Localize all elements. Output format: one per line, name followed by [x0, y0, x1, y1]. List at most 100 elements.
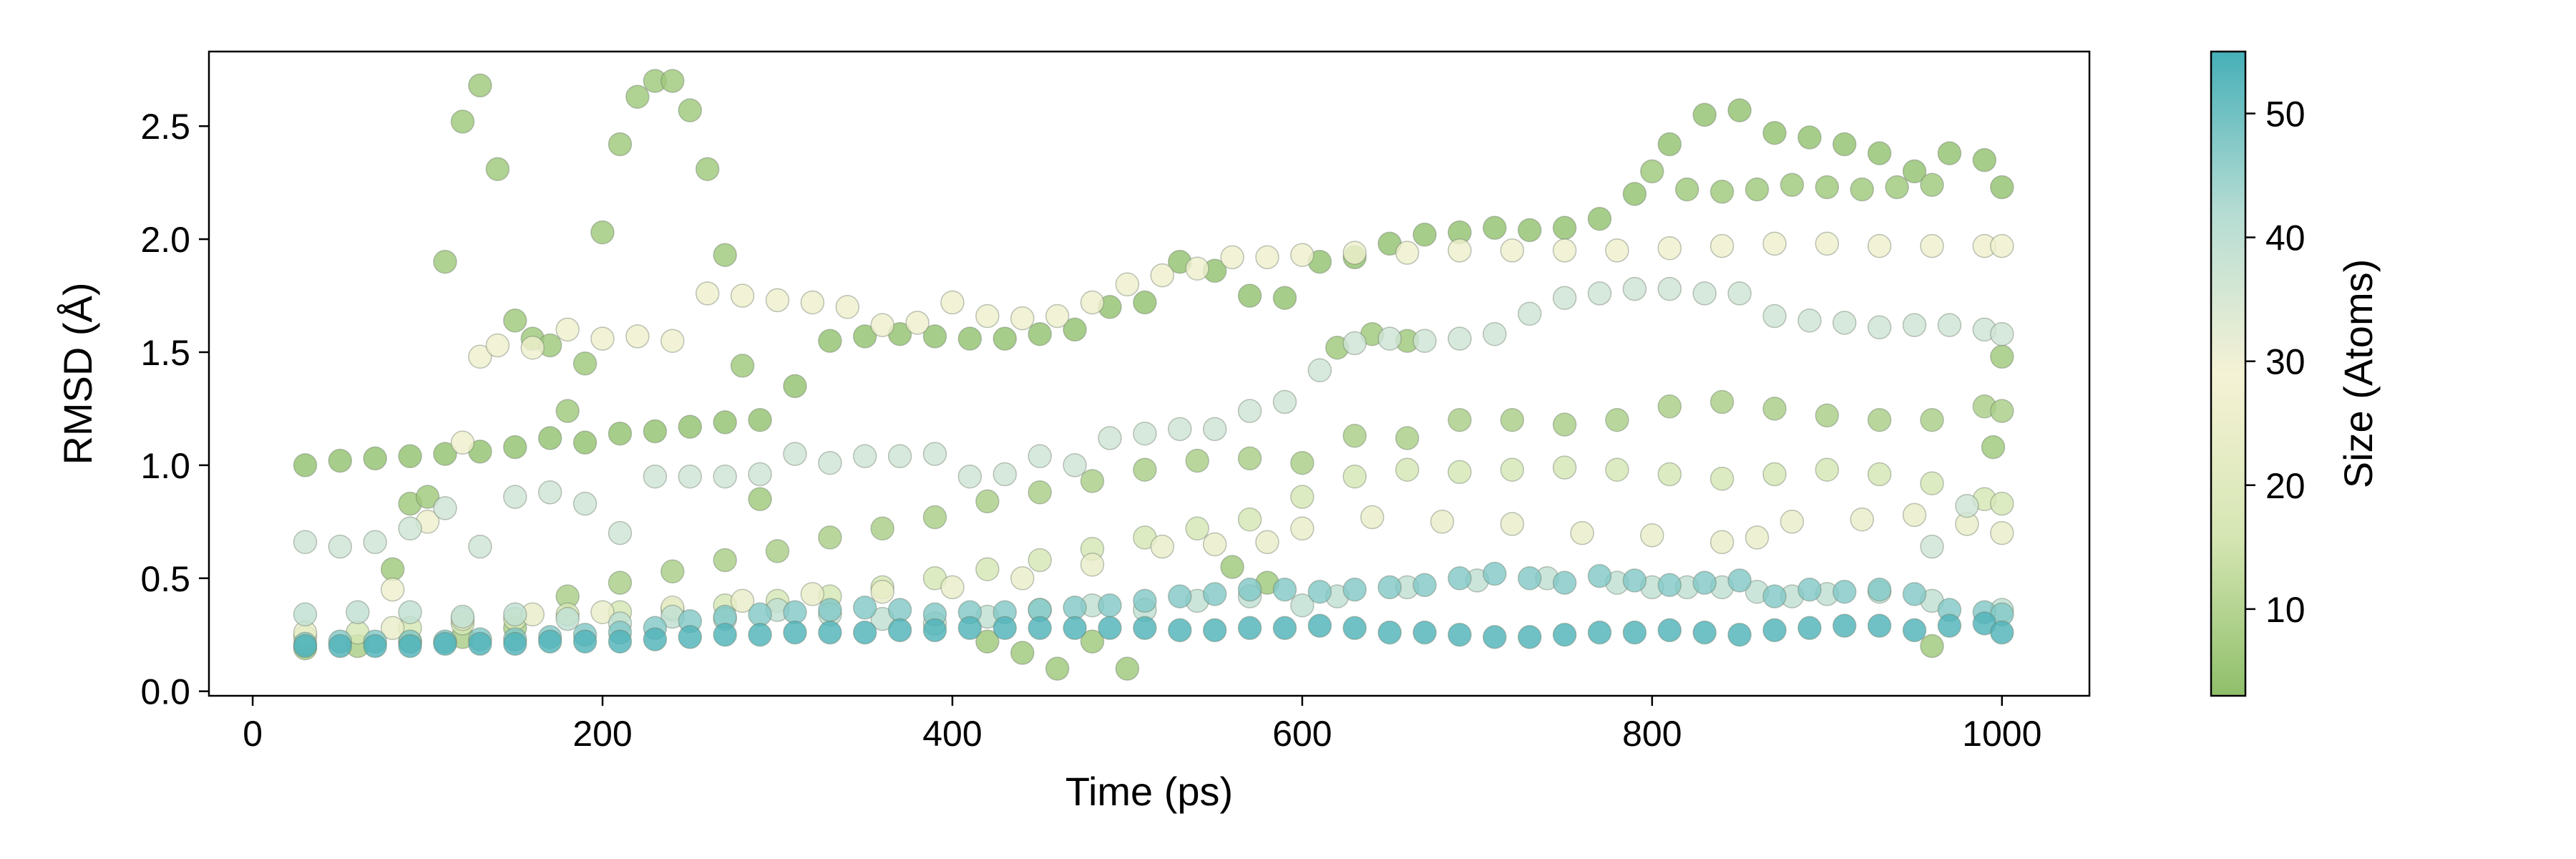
data-point-s2-21: [1395, 426, 1420, 450]
colorbar-tick-label-1: 20: [2265, 466, 2306, 506]
y-tick-label-4: 2.0: [140, 220, 190, 260]
data-point-s0-14: [783, 374, 807, 399]
data-point-s5-34: [1657, 236, 1682, 261]
data-point-s7-8: [572, 491, 597, 516]
data-point-s9-37: [1587, 563, 1612, 588]
data-point-s9-15: [818, 598, 842, 622]
data-point-s0-13: [748, 407, 772, 432]
data-point-s5-0: [380, 577, 405, 602]
data-point-s4-14: [1028, 548, 1052, 573]
data-point-s10-43: [1797, 616, 1822, 641]
data-point-s7-41: [1727, 281, 1752, 306]
data-point-s0-40: [1692, 102, 1717, 127]
data-point-s6-15: [1290, 516, 1314, 541]
data-point-s6-11: [1080, 553, 1105, 577]
data-point-s2-7: [660, 559, 685, 584]
y-tick-label-3: 1.5: [140, 333, 190, 373]
data-point-s7-37: [1587, 281, 1612, 306]
data-point-s4-26: [1657, 462, 1682, 487]
data-point-s2-27: [1709, 389, 1735, 414]
data-point-s10-31: [1377, 620, 1402, 645]
data-point-s0-20: [992, 326, 1018, 351]
data-point-s0-35: [1517, 218, 1542, 243]
data-point-s9-27: [1237, 577, 1262, 602]
data-point-s0-2: [363, 446, 387, 471]
data-point-s4-18: [1237, 507, 1262, 532]
data-point-s5-35: [1709, 233, 1735, 258]
data-point-s5-39: [1920, 233, 1944, 258]
data-point-s2-12: [922, 505, 947, 530]
data-point-s1-3: [485, 157, 510, 181]
data-point-s1-14: [678, 98, 703, 122]
data-point-s10-37: [1587, 620, 1612, 645]
data-point-s6-27: [1990, 520, 2014, 545]
data-point-s2-22: [1448, 407, 1472, 432]
data-point-s7-0: [293, 530, 318, 555]
data-point-s0-9: [608, 421, 633, 446]
data-point-s0-8: [572, 430, 597, 455]
data-point-s2-20: [1342, 424, 1367, 448]
data-point-s8-3: [450, 604, 475, 629]
data-point-s5-3: [468, 344, 492, 369]
colorbar-tick-label-0: 10: [2265, 590, 2306, 630]
data-point-s8-5: [555, 606, 580, 631]
data-point-s7-46: [1902, 313, 1927, 337]
data-point-s10-49: [1990, 620, 2014, 645]
data-point-s10-22: [1063, 616, 1087, 641]
data-point-s10-16: [852, 620, 877, 645]
data-point-s6-14: [1255, 530, 1279, 555]
data-point-s6-25: [1902, 503, 1927, 528]
data-point-s0-32: [1413, 223, 1437, 247]
data-point-s0-10: [643, 419, 668, 444]
data-point-s5-19: [1010, 306, 1035, 331]
data-point-s0-38: [1622, 182, 1647, 206]
data-point-s4-31: [1920, 471, 1944, 495]
data-point-s6-24: [1850, 507, 1874, 532]
data-point-s7-40: [1692, 281, 1717, 306]
data-point-s7-26: [1202, 417, 1227, 442]
data-point-s10-28: [1272, 616, 1297, 641]
data-point-s7-45: [1867, 315, 1892, 340]
data-point-s0-1: [328, 448, 353, 473]
y-tick-label-0: 0.0: [140, 672, 190, 712]
data-point-s1-7: [555, 399, 580, 423]
data-point-s0-4: [433, 442, 457, 466]
data-point-s10-33: [1448, 622, 1472, 647]
data-point-s10-19: [957, 616, 982, 641]
data-point-s5-17: [940, 290, 965, 315]
data-point-s7-9: [608, 520, 633, 545]
data-point-s10-17: [887, 618, 912, 643]
data-point-s5-29: [1395, 241, 1420, 265]
data-point-s1-31: [1990, 344, 2014, 369]
data-point-s10-42: [1762, 618, 1787, 643]
data-point-s9-30: [1342, 577, 1367, 602]
data-point-s0-18: [922, 324, 947, 349]
data-point-s0-27: [1237, 283, 1262, 308]
data-point-s10-35: [1517, 625, 1542, 649]
data-point-s9-41: [1727, 568, 1752, 593]
data-point-s1-27: [1815, 175, 1840, 200]
colorbar-gradient: [2210, 50, 2247, 697]
data-point-s7-5: [468, 534, 492, 559]
data-point-s6-7: [800, 582, 825, 606]
data-point-s10-6: [503, 631, 527, 656]
data-point-s5-24: [1185, 256, 1209, 281]
data-point-s7-14: [783, 442, 807, 466]
data-point-s7-4: [433, 496, 457, 520]
data-point-s5-13: [800, 290, 825, 315]
data-point-s10-0: [293, 634, 318, 659]
data-point-s10-40: [1692, 620, 1717, 645]
data-point-s10-14: [783, 620, 807, 645]
data-point-s9-39: [1657, 573, 1682, 598]
colorbar-tick-label-4: 50: [2265, 94, 2306, 135]
data-point-s0-36: [1552, 215, 1577, 241]
data-point-s10-2: [363, 634, 387, 659]
data-point-s9-25: [1168, 584, 1192, 608]
data-point-s5-14: [835, 295, 860, 319]
plot-area: [208, 50, 2091, 697]
data-point-s7-35: [1517, 301, 1542, 326]
data-point-s6-1: [380, 616, 405, 641]
data-point-s7-47: [1937, 313, 1962, 337]
data-point-s3-5: [1045, 656, 1070, 681]
